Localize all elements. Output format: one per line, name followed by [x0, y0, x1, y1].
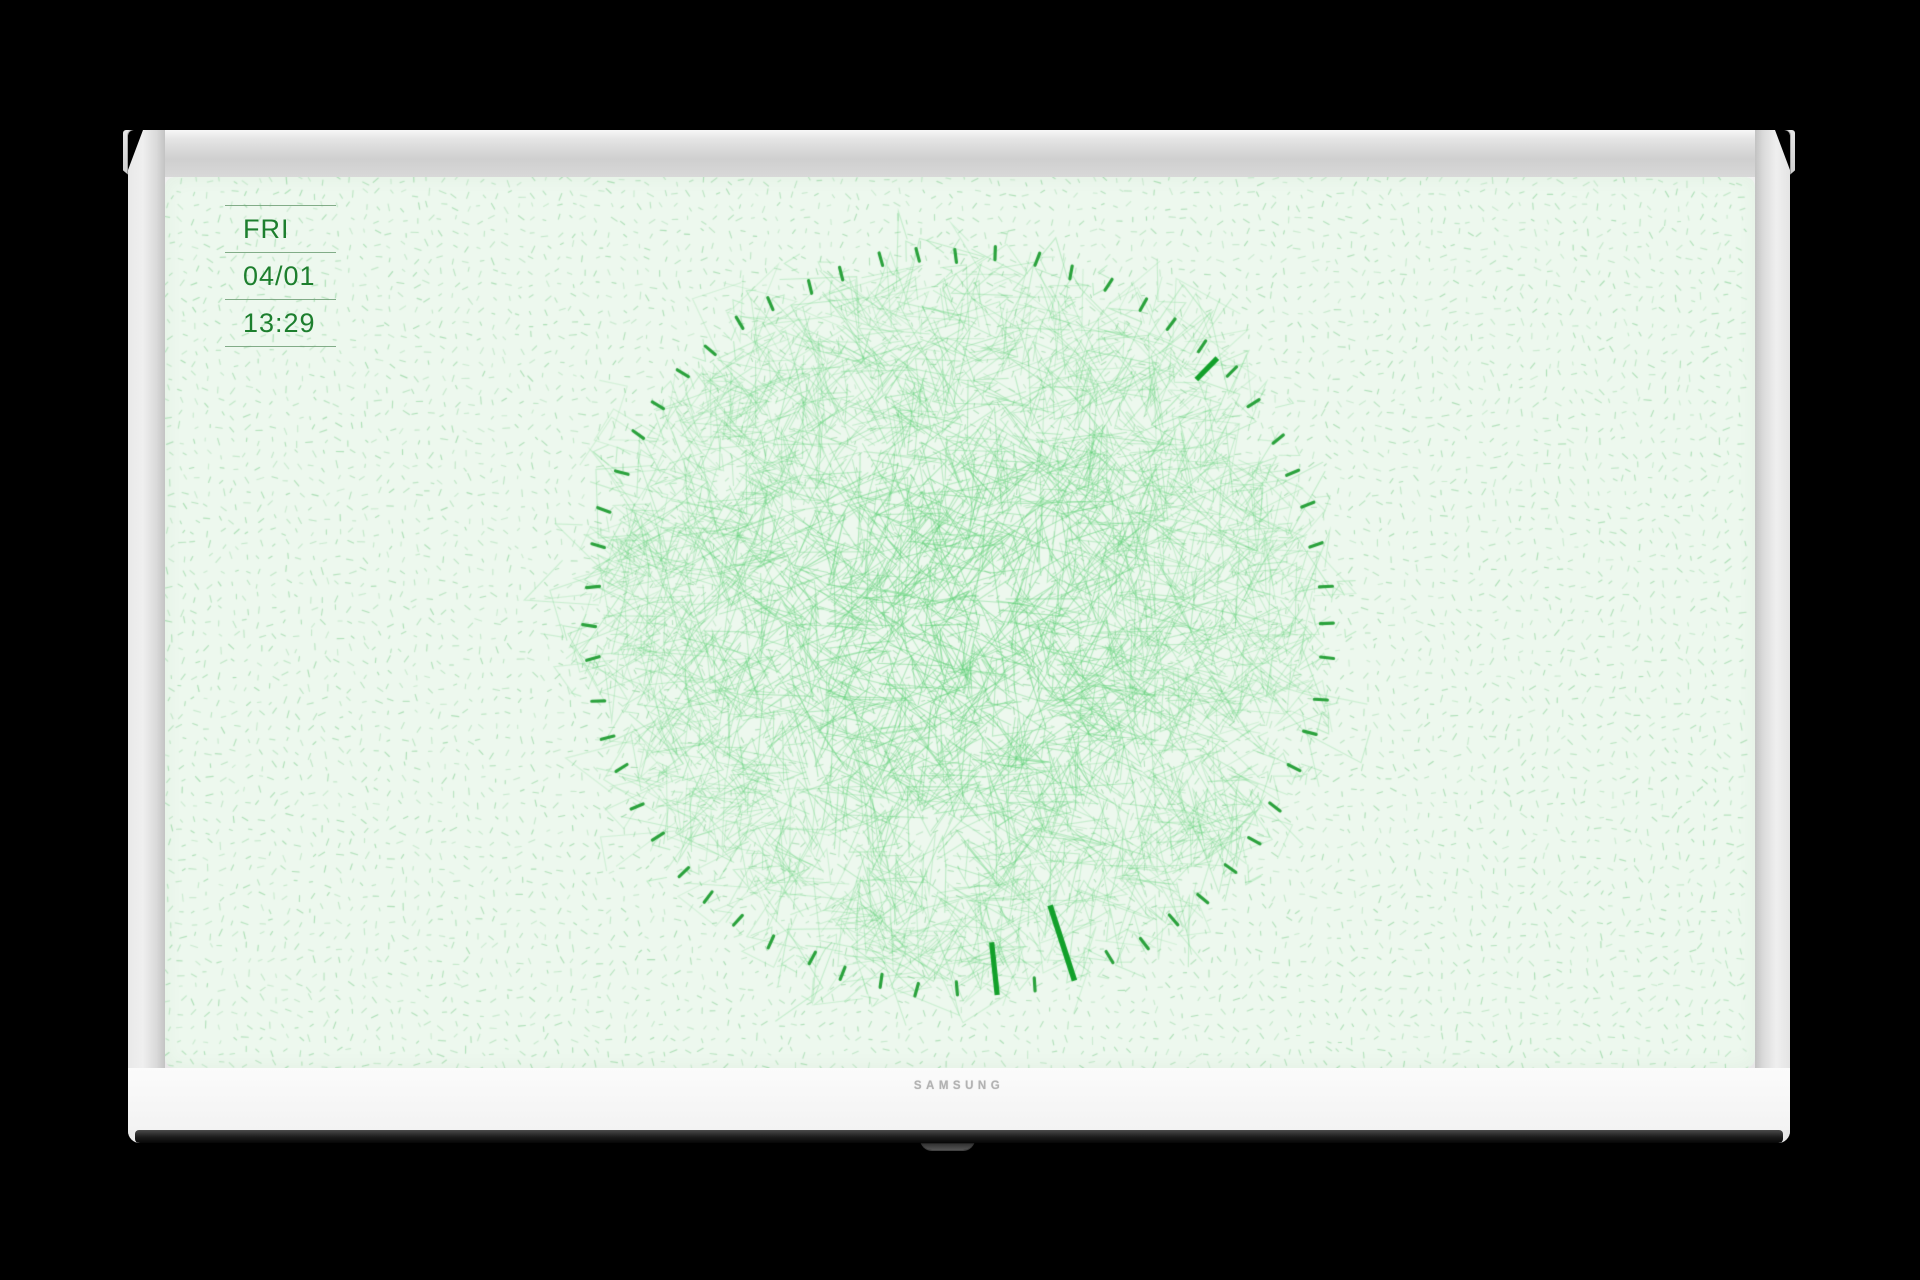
widget-divider [225, 205, 336, 206]
widget-divider [225, 299, 336, 300]
bezel-bottom: SAMSUNG [128, 1068, 1790, 1130]
clock-widget: FRI 04/01 13:29 [225, 205, 336, 347]
widget-divider [225, 252, 336, 253]
bezel-top [128, 130, 1790, 177]
clock-day: FRI [243, 214, 290, 244]
ambient-canvas [165, 177, 1755, 1068]
bezel-left [128, 130, 165, 1143]
tv-screen: FRI 04/01 13:29 [165, 177, 1755, 1068]
clock-date: 04/01 [243, 261, 316, 291]
widget-divider [225, 346, 336, 347]
samsung-logo: SAMSUNG [913, 1080, 1005, 1092]
clock-time: 13:29 [243, 308, 316, 338]
tv-frame: SAMSUNG FRI 04/01 13:29 [123, 130, 1795, 1143]
frame-body: SAMSUNG FRI 04/01 13:29 [128, 130, 1790, 1143]
bottom-edge-strip [135, 1130, 1783, 1143]
bezel-right [1755, 130, 1790, 1143]
